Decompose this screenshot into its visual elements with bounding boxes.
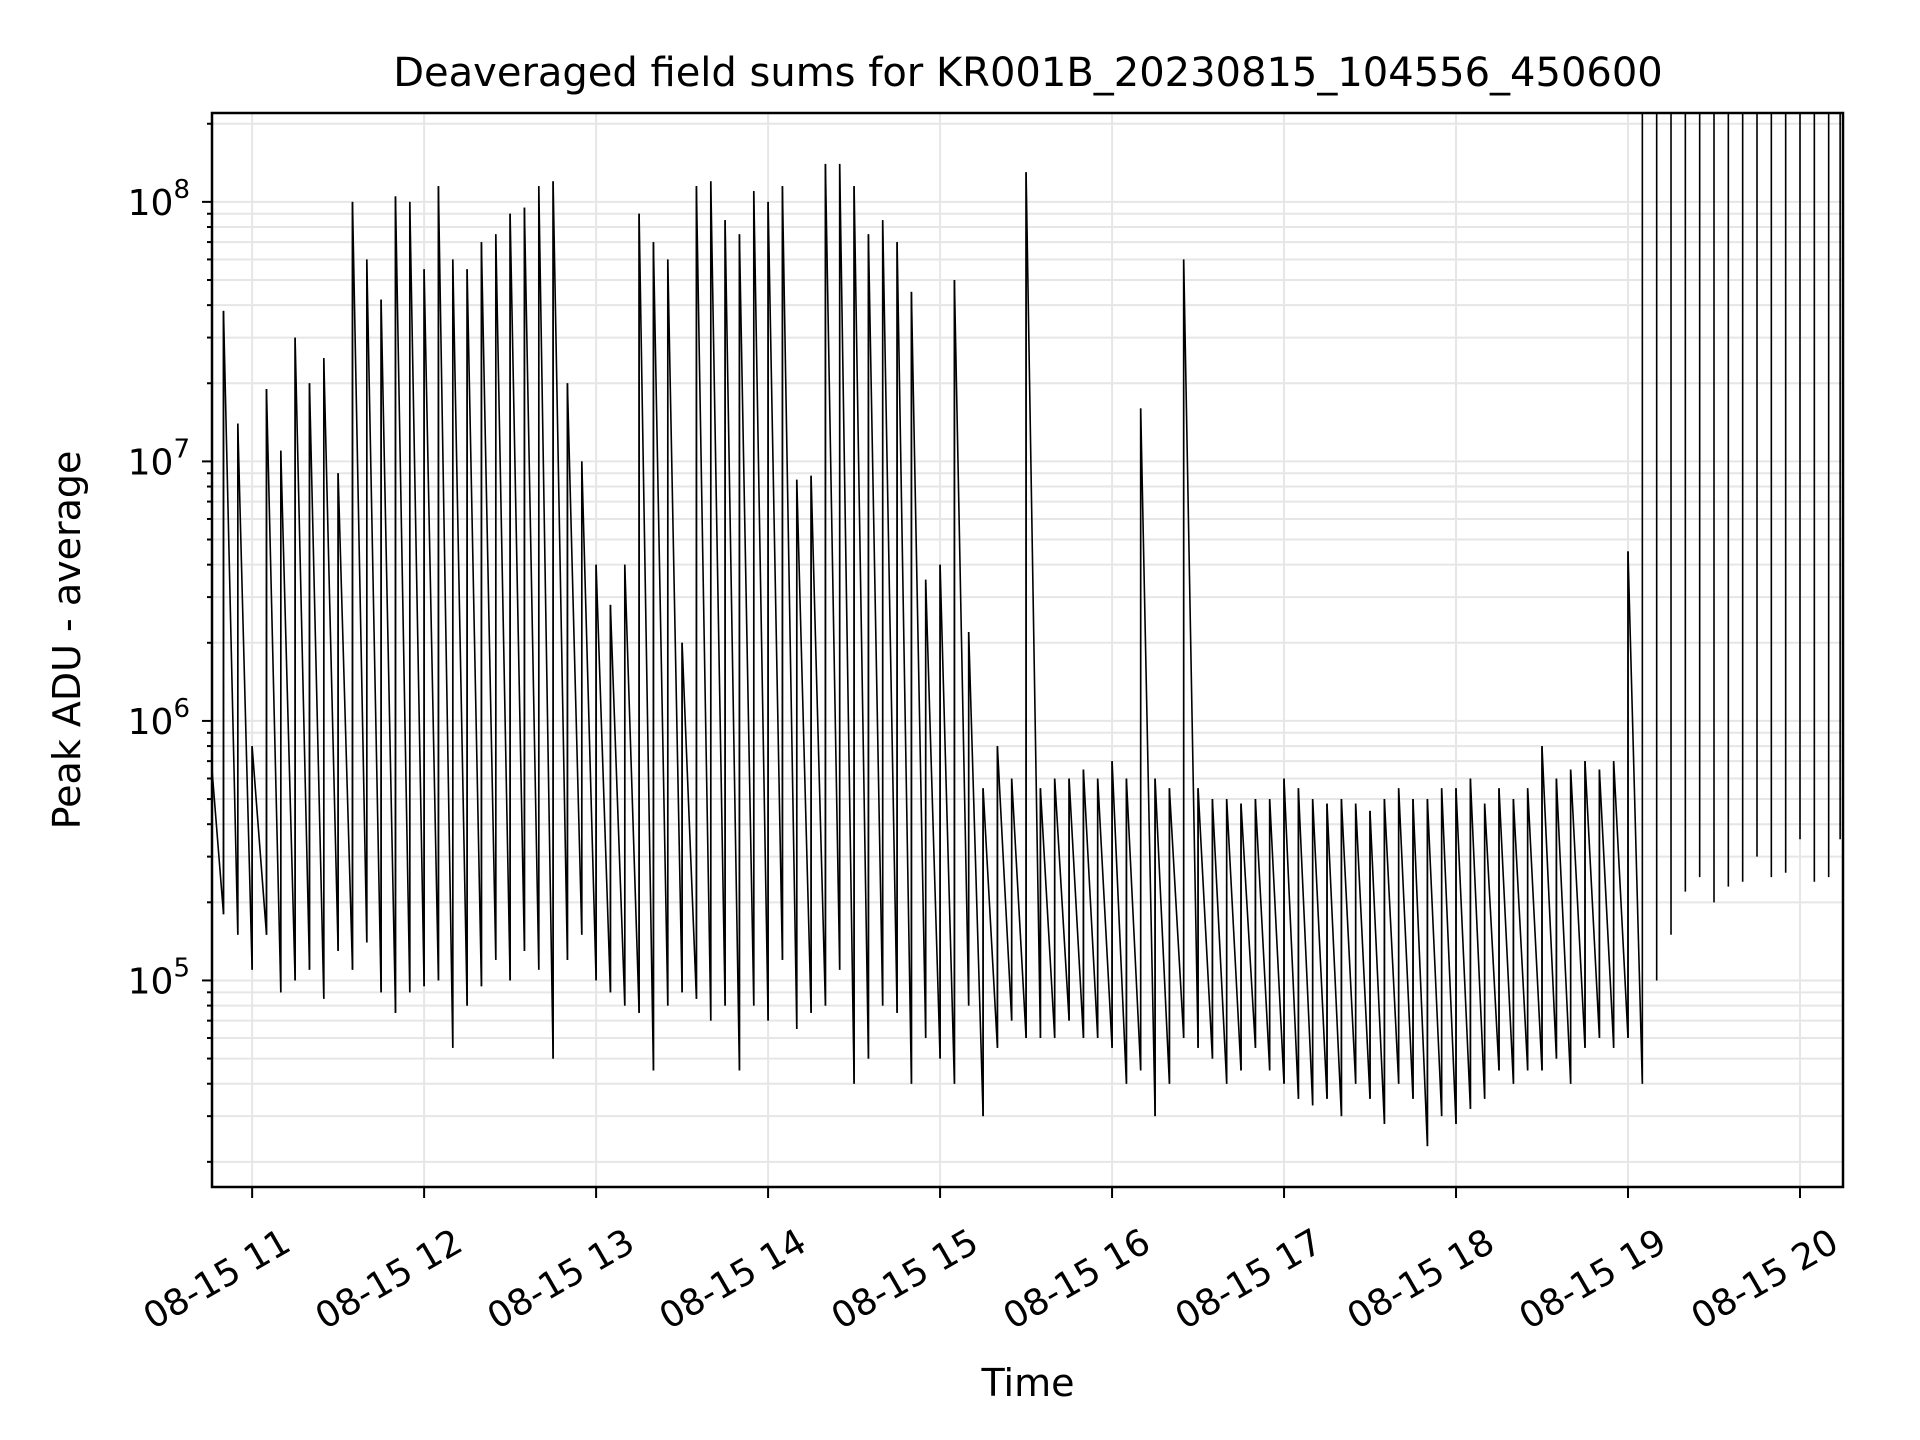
y-tick-base: 10	[128, 702, 174, 743]
x-tick-label: 08-15 18	[1341, 1221, 1502, 1337]
x-tick-label: 08-15 19	[1513, 1221, 1674, 1337]
series-line	[212, 163, 1644, 1147]
y-tick-exponent: 5	[173, 953, 190, 983]
y-tick-label: 108	[128, 175, 190, 224]
y-tick-base: 10	[128, 183, 174, 224]
y-tick-exponent: 6	[173, 694, 190, 724]
x-axis-label: Time	[981, 1361, 1075, 1405]
x-tick-label: 08-15 15	[825, 1221, 986, 1337]
y-tick-base: 10	[128, 442, 174, 483]
y-tick-base: 10	[128, 961, 174, 1002]
x-tick-label: 08-15 11	[137, 1221, 298, 1337]
x-tick-label: 08-15 12	[309, 1221, 470, 1337]
x-tick-label: 08-15 16	[997, 1221, 1158, 1337]
series-layer	[212, 113, 1841, 1147]
y-tick-exponent: 7	[173, 434, 190, 464]
series-0	[212, 113, 1841, 1147]
chart-title: Deaveraged field sums for KR001B_2023081…	[393, 50, 1663, 96]
plot-frame	[210, 111, 1845, 1189]
y-tick-exponent: 8	[173, 175, 190, 205]
y-axis-label: Peak ADU - average	[45, 451, 89, 830]
x-tick-label: 08-15 17	[1169, 1221, 1330, 1337]
x-tick-label: 08-15 14	[653, 1221, 814, 1337]
x-tick-label: 08-15 13	[481, 1221, 642, 1337]
y-tick-label: 105	[128, 953, 190, 1002]
x-tick-label: 08-15 20	[1685, 1221, 1846, 1337]
y-tick-label: 107	[128, 434, 190, 483]
y-tick-label: 106	[128, 694, 190, 743]
